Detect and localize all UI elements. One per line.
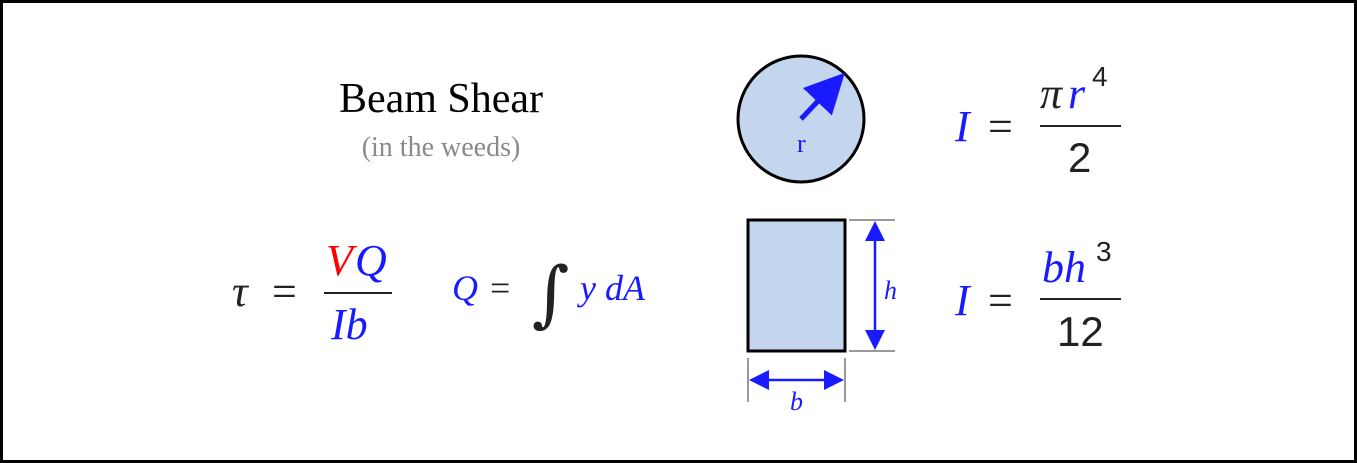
q-symbol: Q bbox=[452, 268, 478, 308]
circle-section: r bbox=[736, 54, 866, 184]
circle-i-symbol: I bbox=[954, 102, 972, 151]
rect-i-symbol: I bbox=[954, 276, 972, 325]
width-label: b bbox=[790, 387, 803, 416]
shear-numerator-q: Q bbox=[355, 236, 387, 285]
circle-inertia-formula: I = π r 4 2 bbox=[954, 61, 1121, 181]
rectangle-section: h b bbox=[746, 218, 897, 416]
circle-exponent: 4 bbox=[1092, 61, 1108, 92]
integrand: y dA bbox=[577, 268, 646, 308]
rect-denominator: 12 bbox=[1057, 308, 1104, 355]
shear-numerator-v: V bbox=[326, 236, 358, 285]
tau-symbol: τ bbox=[232, 267, 250, 316]
radius-label: r bbox=[797, 129, 806, 158]
q-equals: = bbox=[490, 268, 510, 308]
shear-stress-formula: τ = V Q Ib bbox=[232, 236, 392, 349]
rectangle-shape bbox=[746, 218, 847, 353]
rect-exponent: 3 bbox=[1096, 236, 1112, 267]
circle-numerator-r: r bbox=[1068, 69, 1086, 118]
radius-arrow bbox=[799, 72, 845, 121]
circle-equals: = bbox=[988, 102, 1013, 151]
page-subtitle: (in the weeds) bbox=[361, 132, 521, 163]
height-label: h bbox=[884, 276, 897, 305]
circle-denominator: 2 bbox=[1068, 134, 1091, 181]
integral-symbol: ∫ bbox=[532, 251, 570, 335]
first-moment-formula: Q = ∫ y dA bbox=[452, 251, 646, 335]
rect-numerator: bh bbox=[1042, 243, 1086, 292]
rect-equals: = bbox=[988, 276, 1013, 325]
rectangle-inertia-formula: I = bh 3 12 bbox=[954, 236, 1121, 355]
page-title: Beam Shear bbox=[338, 76, 544, 122]
shear-denominator: Ib bbox=[330, 300, 368, 349]
circle-numerator-pi: π bbox=[1040, 69, 1064, 118]
shear-equals: = bbox=[272, 267, 297, 316]
